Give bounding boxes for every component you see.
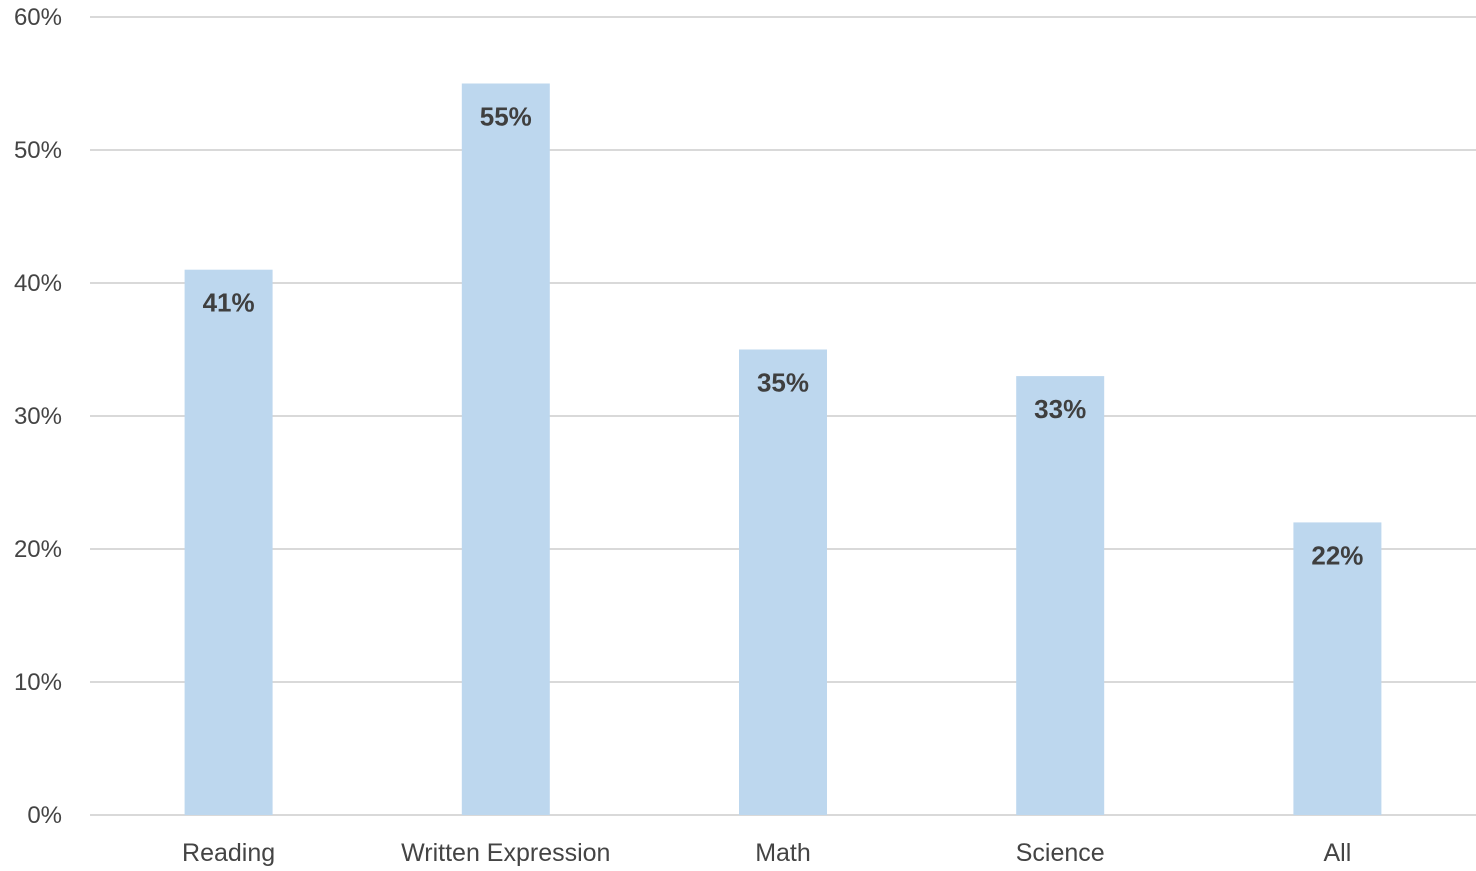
y-tick-label: 50% (14, 137, 62, 164)
y-tick-label: 40% (14, 270, 62, 297)
bars (184, 83, 1382, 815)
y-tick-label: 30% (14, 403, 62, 430)
x-tick-label: Science (1016, 839, 1105, 867)
y-tick-label: 0% (27, 802, 62, 829)
data-label: 22% (1311, 540, 1363, 570)
bar-math (739, 349, 827, 815)
data-label: 55% (480, 102, 532, 132)
y-tick-label: 60% (14, 4, 62, 31)
x-tick-label: Reading (182, 839, 275, 867)
y-axis-ticks: 0% 10% 20% 30% 40% 50% 60% (14, 4, 62, 829)
bar-written-expression (461, 83, 550, 815)
data-label: 41% (203, 288, 255, 318)
bar-science (1016, 376, 1105, 815)
x-tick-label: All (1324, 839, 1352, 867)
y-tick-label: 10% (14, 669, 62, 696)
data-labels: 41% 55% 35% 33% 22% (203, 102, 1364, 571)
bar-reading (184, 269, 273, 815)
x-tick-label: Written Expression (401, 839, 610, 867)
data-label: 33% (1034, 394, 1086, 424)
y-tick-label: 20% (14, 536, 62, 563)
data-label: 35% (757, 368, 809, 398)
x-axis-ticks: Reading Written Expression Math Science All (182, 839, 1351, 867)
bar-all (1293, 522, 1382, 815)
x-tick-label: Math (755, 839, 811, 867)
